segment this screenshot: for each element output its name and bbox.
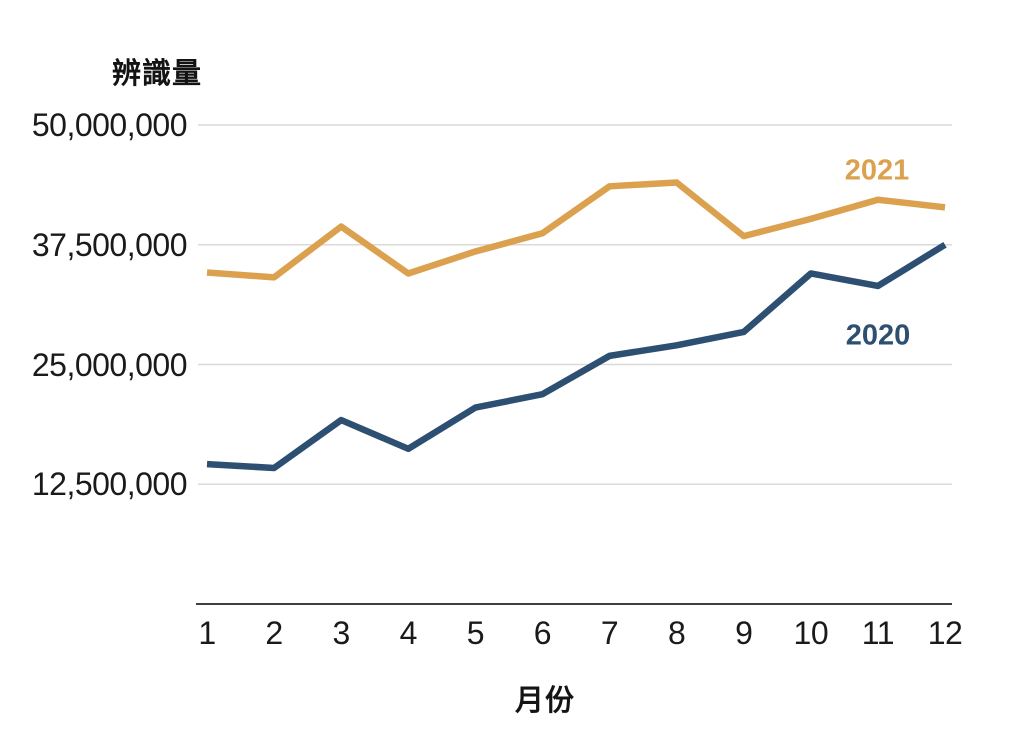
x-tick-label: 7: [600, 615, 619, 651]
x-tick-label: 1: [198, 615, 216, 651]
x-tick-label: 8: [667, 615, 686, 651]
x-tick-label: 10: [793, 615, 829, 651]
x-tick-label: 3: [332, 615, 351, 651]
series-label-2021: 2021: [844, 154, 910, 187]
x-tick-label: 4: [399, 615, 418, 651]
series-line-2021: [206, 179, 946, 281]
y-tick-label: 50,000,000: [31, 107, 188, 143]
x-tick-label: 6: [533, 615, 552, 651]
series-line-2020: [206, 241, 947, 472]
series-label-2020: 2020: [845, 319, 911, 352]
x-axis-title: 月份: [514, 685, 576, 717]
x-tick-label: 9: [735, 615, 753, 651]
y-axis-title: 辨識量: [112, 58, 203, 90]
x-tick-label: 11: [861, 615, 895, 651]
x-tick-label: 2: [265, 615, 283, 651]
x-tick-label: 5: [466, 615, 485, 651]
y-tick-label: 37,500,000: [31, 226, 188, 263]
y-tick-label: 25,000,000: [31, 346, 188, 383]
y-tick-label: 12,500,000: [31, 466, 188, 503]
x-tick-label: 12: [927, 615, 963, 651]
